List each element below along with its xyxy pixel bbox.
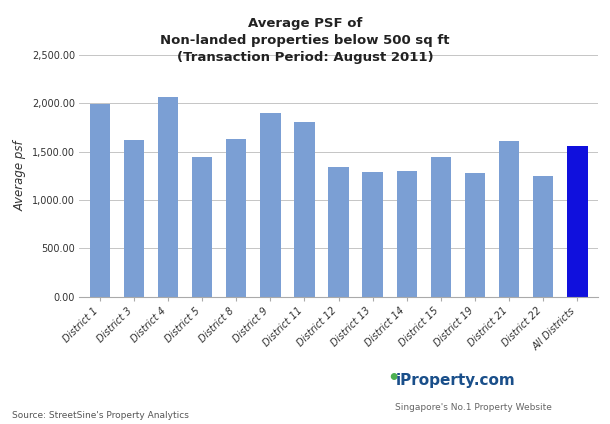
Bar xyxy=(90,104,110,297)
Bar xyxy=(328,167,349,297)
Bar xyxy=(465,173,485,297)
Bar xyxy=(260,113,281,297)
Bar xyxy=(294,122,315,297)
Bar xyxy=(192,156,212,297)
Text: Source: StreetSine's Property Analytics: Source: StreetSine's Property Analytics xyxy=(12,411,189,420)
Text: •: • xyxy=(387,369,400,388)
Text: iProperty.com: iProperty.com xyxy=(395,373,515,388)
Y-axis label: Average psf: Average psf xyxy=(13,141,26,211)
Bar xyxy=(567,146,587,297)
Bar xyxy=(431,156,451,297)
Bar xyxy=(362,172,383,297)
Bar xyxy=(499,141,519,297)
Text: Average PSF of
Non-landed properties below 500 sq ft
(Transaction Period: August: Average PSF of Non-landed properties bel… xyxy=(160,17,450,64)
Bar xyxy=(226,139,246,297)
Bar xyxy=(396,171,417,297)
Bar xyxy=(533,176,553,297)
Text: Singapore's No.1 Property Website: Singapore's No.1 Property Website xyxy=(395,403,552,412)
Bar xyxy=(158,97,178,297)
Bar xyxy=(124,140,144,297)
